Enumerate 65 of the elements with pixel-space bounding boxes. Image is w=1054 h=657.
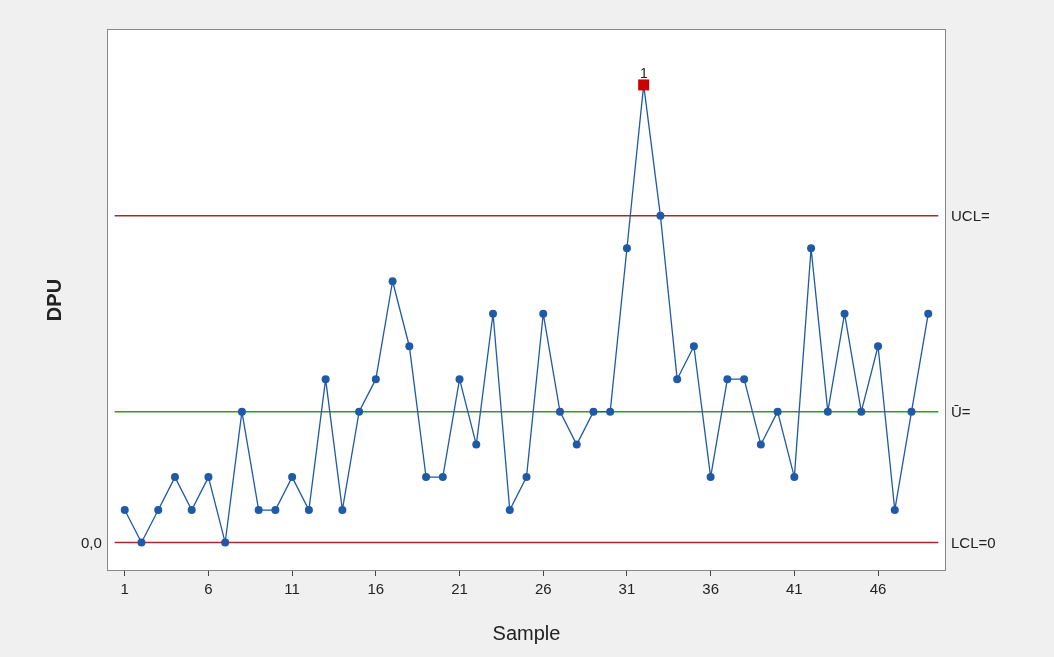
point: [221, 538, 230, 547]
x-tick-label: 46: [869, 580, 887, 597]
point: [489, 309, 498, 318]
x-tick-label: 16: [367, 580, 385, 597]
point: [154, 506, 163, 515]
point: [371, 375, 380, 384]
point: [120, 506, 129, 515]
ref-line-label: UCL=: [951, 207, 991, 224]
point: [472, 440, 481, 449]
ref-line-label: Ū=: [951, 403, 971, 420]
point: [773, 407, 782, 416]
x-tick-label: 41: [786, 580, 803, 597]
point: [204, 473, 213, 482]
point: [572, 440, 581, 449]
point: [187, 506, 196, 515]
point: [840, 309, 849, 318]
x-tick-label: 21: [451, 580, 468, 597]
point: [422, 473, 431, 482]
point: [706, 473, 715, 482]
point: [170, 473, 179, 482]
text: 0,0: [81, 534, 102, 551]
point: [907, 407, 916, 416]
point: [271, 506, 280, 515]
point: [589, 407, 598, 416]
point: [740, 375, 749, 384]
point: [288, 473, 297, 482]
point: [405, 342, 414, 351]
point: [254, 506, 263, 515]
point: [438, 473, 447, 482]
point: [237, 407, 246, 416]
point: [673, 375, 682, 384]
point: [622, 244, 631, 253]
point: [857, 407, 866, 416]
x-axis-title: Sample: [492, 622, 561, 644]
x-tick-label: 1: [120, 580, 129, 597]
point: [388, 277, 397, 286]
ref-line-label: LCL=0: [951, 534, 996, 551]
y-axis-title: DPU: [42, 278, 65, 322]
point: [790, 473, 799, 482]
point: [606, 407, 615, 416]
x-tick-label: 31: [618, 580, 636, 597]
point: [807, 244, 816, 253]
x-tick-label: 26: [534, 580, 552, 597]
x-tick-label: 11: [284, 580, 300, 597]
point: [304, 506, 313, 515]
point: [137, 538, 146, 547]
point: [338, 506, 347, 515]
point: [924, 309, 933, 318]
point: [823, 407, 832, 416]
point: [505, 506, 514, 515]
point: [890, 506, 899, 515]
point: [689, 342, 698, 351]
annotation: 1: [640, 65, 648, 81]
point: [539, 309, 548, 318]
x-tick-label: 6: [204, 580, 213, 597]
point: [455, 375, 464, 384]
point: [656, 211, 665, 220]
point: [874, 342, 883, 351]
point: [522, 473, 531, 482]
point: [555, 407, 564, 416]
point: [355, 407, 364, 416]
point: [723, 375, 732, 384]
x-tick-label: 36: [702, 580, 719, 597]
point: [321, 375, 330, 384]
point: [756, 440, 765, 449]
